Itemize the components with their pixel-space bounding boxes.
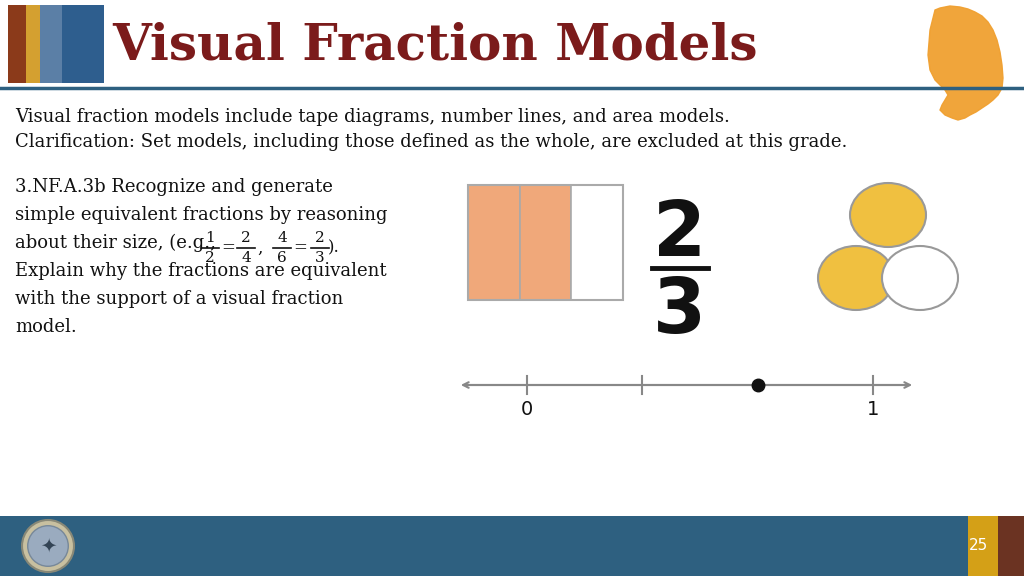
Text: ,: , <box>257 240 263 256</box>
Text: 6: 6 <box>278 251 287 265</box>
Polygon shape <box>928 6 1002 120</box>
Text: 2: 2 <box>653 198 707 272</box>
Bar <box>998 516 1024 576</box>
Text: 2: 2 <box>205 251 215 265</box>
Bar <box>571 185 623 300</box>
Text: 3.NF.A.3b Recognize and generate: 3.NF.A.3b Recognize and generate <box>15 178 333 196</box>
Bar <box>40 5 62 83</box>
Bar <box>968 516 998 576</box>
Ellipse shape <box>818 246 894 310</box>
Circle shape <box>28 526 69 566</box>
Text: simple equivalent fractions by reasoning: simple equivalent fractions by reasoning <box>15 206 387 224</box>
Text: about their size, (e.g.,: about their size, (e.g., <box>15 234 216 252</box>
Bar <box>62 5 104 83</box>
Text: 3: 3 <box>653 275 707 349</box>
Text: 0: 0 <box>521 400 534 419</box>
Text: Visual Fraction Models: Visual Fraction Models <box>112 21 758 70</box>
Text: Visual fraction models include tape diagrams, number lines, and area models.: Visual fraction models include tape diag… <box>15 108 730 126</box>
Text: ✦: ✦ <box>40 536 56 555</box>
Ellipse shape <box>882 246 958 310</box>
Text: 4: 4 <box>278 231 287 245</box>
Text: ).: ). <box>328 240 340 256</box>
Text: 2: 2 <box>315 231 325 245</box>
Text: =: = <box>293 240 307 256</box>
Text: 3: 3 <box>315 251 325 265</box>
Bar <box>26 5 40 83</box>
Bar <box>8 5 26 83</box>
Bar <box>519 185 571 300</box>
Text: 2: 2 <box>241 231 251 245</box>
Text: =: = <box>221 240 234 256</box>
Text: 1: 1 <box>866 400 880 419</box>
Text: 25: 25 <box>970 539 988 554</box>
Bar <box>0 516 1024 576</box>
Bar <box>468 185 519 300</box>
Bar <box>468 185 623 300</box>
Text: 1: 1 <box>205 231 215 245</box>
Circle shape <box>22 520 74 572</box>
Text: Clarification: Set models, including those defined as the whole, are excluded at: Clarification: Set models, including tho… <box>15 133 848 151</box>
Ellipse shape <box>850 183 926 247</box>
Text: model.: model. <box>15 318 77 336</box>
Text: 4: 4 <box>241 251 251 265</box>
Text: Explain why the fractions are equivalent: Explain why the fractions are equivalent <box>15 262 387 280</box>
Text: with the support of a visual fraction: with the support of a visual fraction <box>15 290 343 308</box>
